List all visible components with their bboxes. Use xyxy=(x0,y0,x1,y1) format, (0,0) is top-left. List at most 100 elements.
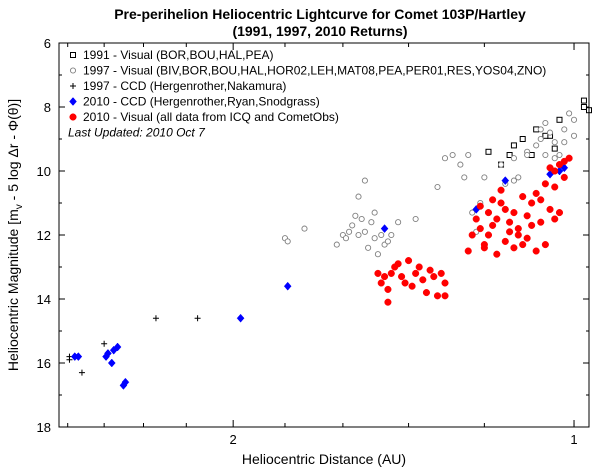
series-3-point-9 xyxy=(236,313,245,323)
series-4-point-62 xyxy=(476,202,484,210)
series-4-point-19 xyxy=(441,279,449,287)
series-1-point-28 xyxy=(457,161,464,168)
series-4-point-20 xyxy=(384,298,392,306)
last-updated-note: Last Updated: 2010 Oct 7 xyxy=(68,126,206,140)
series-4-point-57 xyxy=(519,241,527,249)
series-4-point-23 xyxy=(468,231,476,239)
series-2-point-4 xyxy=(152,315,159,322)
series-1-point-10 xyxy=(355,231,362,239)
legend-marker-2 xyxy=(70,83,76,89)
series-4-point-6 xyxy=(394,260,402,268)
series-0-point-0 xyxy=(485,148,492,155)
series-2-point-1 xyxy=(66,356,73,363)
tick-labels: 6 8 10 12 14 16 18 2 1 xyxy=(37,36,578,447)
chart-title-line-2: (1991, 1997, 2010 Returns) xyxy=(232,23,407,39)
series-0-point-1 xyxy=(510,142,517,149)
series-4-point-31 xyxy=(501,237,509,245)
series-1-point-53 xyxy=(524,151,531,159)
y-tick-label-1: 8 xyxy=(44,100,51,115)
series-4-point-49 xyxy=(560,173,568,181)
series-4-point-12 xyxy=(415,263,423,271)
series-4-point-27 xyxy=(484,209,493,217)
series-1-point-24 xyxy=(412,215,419,223)
y-axis-label-subscript: v xyxy=(14,204,25,209)
series-3-point-10 xyxy=(283,281,292,291)
series-1-point-3 xyxy=(333,241,340,248)
series-4-point-56 xyxy=(528,221,536,229)
series-1-point-12 xyxy=(361,228,368,235)
series-1-point-25 xyxy=(434,183,441,191)
series-4-point-28 xyxy=(489,221,497,229)
series-1-point-42 xyxy=(542,151,549,159)
series-1-point-1 xyxy=(284,238,291,245)
series-1-point-16 xyxy=(371,209,378,216)
series-4-point-64 xyxy=(484,231,493,239)
legend-marker-4 xyxy=(69,113,77,121)
series-4-point-61 xyxy=(480,244,488,252)
series-4-point-37 xyxy=(523,212,531,220)
series-4-point-7 xyxy=(398,273,406,281)
series-3-point-6 xyxy=(113,342,122,352)
series-4-point-0 xyxy=(374,269,382,277)
series-2-points xyxy=(66,315,201,376)
series-4-point-54 xyxy=(551,215,559,223)
series-1-point-45 xyxy=(556,151,563,159)
series-1-point-22 xyxy=(388,231,395,239)
legend-label-4: 2010 - Visual (all data from ICQ and Com… xyxy=(83,110,339,124)
series-4-point-40 xyxy=(532,189,540,197)
series-4-point-55 xyxy=(537,196,545,204)
series-1-point-46 xyxy=(561,126,568,133)
series-1-point-30 xyxy=(465,151,472,159)
series-1-point-52 xyxy=(542,119,549,127)
series-1-point-44 xyxy=(551,139,558,146)
series-1-point-23 xyxy=(395,219,402,226)
series-4-point-36 xyxy=(519,193,527,201)
series-4-point-44 xyxy=(541,241,549,249)
series-0-point-13 xyxy=(506,152,513,158)
series-4-point-22 xyxy=(464,247,472,255)
series-1-point-35 xyxy=(497,161,505,168)
series-4-point-10 xyxy=(408,282,416,290)
series-3-point-1 xyxy=(74,352,83,361)
series-1-point-8 xyxy=(352,212,359,219)
series-1-point-47 xyxy=(566,110,573,117)
y-tick-label-0: 6 xyxy=(44,36,51,51)
legend-label-3: 2010 - CCD (Hergenrother,Ryan,Snodgrass) xyxy=(83,95,320,109)
series-4-point-15 xyxy=(426,266,434,274)
legend-marker-3 xyxy=(69,97,77,106)
y-axis-label-rest: - 5 log Δr - Φ(θ)] xyxy=(5,99,21,204)
series-2-point-5 xyxy=(194,315,201,322)
legend-marker-1 xyxy=(69,67,77,74)
series-1-points xyxy=(281,110,578,258)
x-tick-label-0: 2 xyxy=(230,432,237,447)
series-4-point-38 xyxy=(523,234,531,242)
series-2-point-3 xyxy=(101,340,108,347)
series-4-point-17 xyxy=(433,292,442,300)
y-axis-label: Heliocentric Magnitude [mv - 5 log Δr - … xyxy=(5,99,25,371)
series-4-point-24 xyxy=(472,215,480,223)
series-0-point-7 xyxy=(551,145,558,152)
series-1-point-15 xyxy=(368,219,375,226)
series-4-point-21 xyxy=(441,292,449,300)
y-tick-label-3: 12 xyxy=(37,228,51,243)
legend-marker-0 xyxy=(70,52,76,58)
legend-label-1: 1997 - Visual (BIV,BOR,BOU,HAL,HOR02,LEH… xyxy=(83,64,546,78)
series-4-point-43 xyxy=(541,180,549,188)
series-4-point-1 xyxy=(377,279,385,287)
series-4-point-39 xyxy=(528,199,536,207)
series-4-point-33 xyxy=(510,209,518,217)
series-0-point-10 xyxy=(580,104,587,110)
series-3-point-3 xyxy=(104,349,112,358)
series-4-point-60 xyxy=(489,196,497,204)
series-4-point-52 xyxy=(546,164,554,172)
series-1-point-51 xyxy=(551,155,558,162)
series-1-point-29 xyxy=(461,174,468,181)
series-4-point-59 xyxy=(497,186,505,194)
x-axis-label: Heliocentric Distance (AU) xyxy=(242,451,406,467)
series-1-point-9 xyxy=(355,193,362,200)
series-1-point-6 xyxy=(346,228,353,235)
series-1-point-38 xyxy=(515,174,522,181)
series-1-point-19 xyxy=(378,231,385,239)
series-1-point-50 xyxy=(561,139,568,146)
